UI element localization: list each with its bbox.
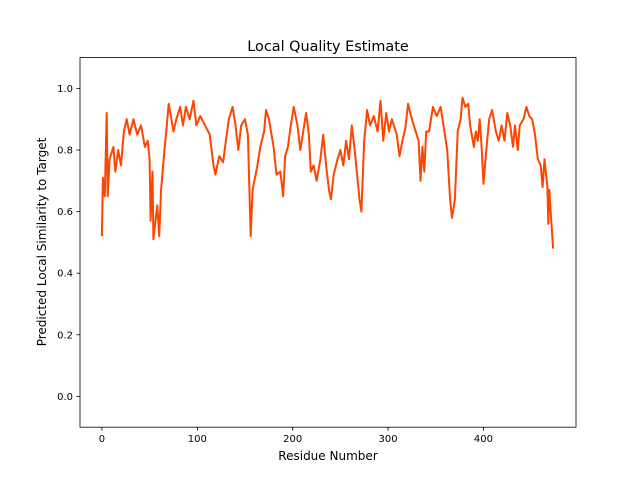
y-axis-label: Predicted Local Similarity to Target: [35, 137, 49, 346]
x-axis-label: Residue Number: [278, 449, 377, 463]
y-tick-label: 0.8: [57, 146, 73, 157]
x-tick-label: 0: [99, 434, 105, 445]
y-axis: 0.0 0.2 0.4 0.6 0.8 1.0: [57, 84, 80, 403]
y-tick-label: 0.4: [57, 269, 73, 280]
y-tick-label: 0.2: [57, 330, 73, 341]
plot-area: [100, 96, 555, 249]
x-tick-label: 300: [379, 434, 398, 445]
y-tick-label: 0.0: [57, 392, 73, 403]
chart-title: Local Quality Estimate: [247, 39, 409, 55]
axes-frame: [79, 57, 577, 428]
y-tick-label: 1.0: [57, 84, 73, 95]
x-axis: 0 100 200 300 400: [99, 427, 493, 445]
y-tick-label: 0.6: [57, 207, 73, 218]
x-tick-label: 400: [474, 434, 493, 445]
x-tick-label: 200: [283, 434, 302, 445]
series-line-0: [100, 96, 555, 249]
x-tick-label: 100: [188, 434, 207, 445]
